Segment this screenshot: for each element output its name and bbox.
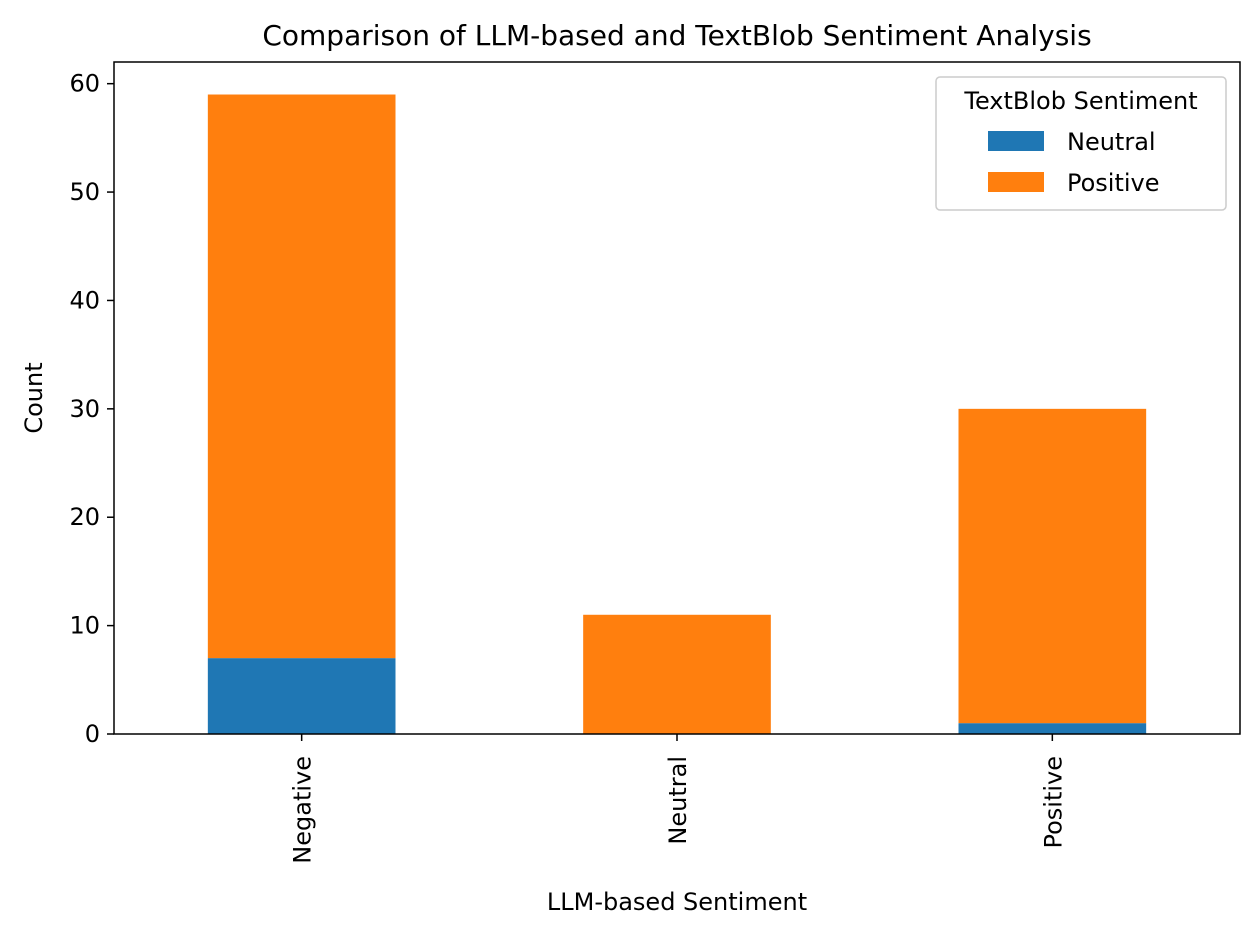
y-tick-label: 20 <box>69 503 100 531</box>
legend-label-neutral: Neutral <box>1067 128 1156 156</box>
x-axis: Negative Neutral Positive <box>289 734 1067 864</box>
x-tick-label-positive: Positive <box>1039 756 1067 849</box>
bar-positive-negative <box>207 94 396 659</box>
legend-items: Neutral Positive <box>988 128 1160 197</box>
bar-positive-positive <box>958 408 1147 724</box>
legend-swatch-neutral <box>988 131 1044 151</box>
bars-group <box>207 94 1147 734</box>
bar-neutral-negative <box>207 658 396 734</box>
legend-swatch-positive <box>988 172 1044 192</box>
y-axis-label: Count <box>20 362 48 433</box>
plot-frame <box>113 61 1241 735</box>
y-tick-label: 50 <box>69 178 100 206</box>
x-tick-label-negative: Negative <box>289 756 317 864</box>
bar-positive-neutral <box>583 614 771 734</box>
legend-title: TextBlob Sentiment <box>963 87 1197 115</box>
y-axis: 0 10 20 30 40 50 60 <box>69 70 114 748</box>
x-axis-label: LLM-based Sentiment <box>547 888 807 916</box>
y-tick-label: 30 <box>69 395 100 423</box>
chart-title: Comparison of LLM-based and TextBlob Sen… <box>262 19 1091 52</box>
y-tick-label: 0 <box>85 720 100 748</box>
y-tick-label: 10 <box>69 612 100 640</box>
legend-label-positive: Positive <box>1067 169 1160 197</box>
bar-neutral-positive <box>958 723 1147 734</box>
y-tick-label: 60 <box>69 70 100 98</box>
legend: TextBlob Sentiment Neutral Positive <box>935 76 1227 211</box>
y-tick-label: 40 <box>69 286 100 314</box>
x-tick-label-neutral: Neutral <box>664 756 692 845</box>
